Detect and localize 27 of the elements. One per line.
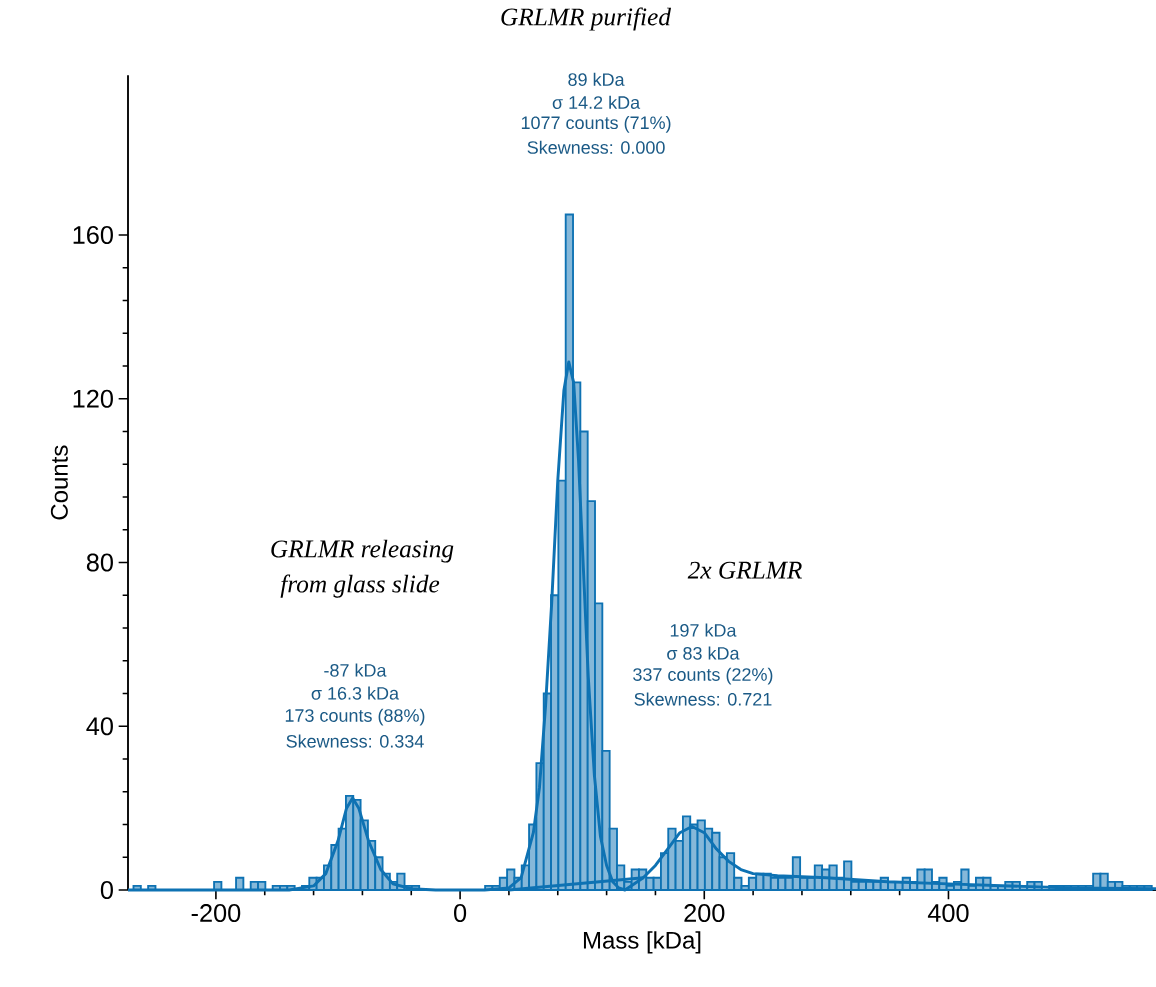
annotation: -87 kDa [324, 663, 387, 677]
y-tick-label: 80 [86, 553, 113, 572]
annotation: 197 kDa [670, 623, 737, 637]
annotation: 337 counts (22%) [633, 667, 773, 685]
y-tick-label: 40 [86, 717, 113, 736]
y-tick-label: 160 [73, 226, 113, 245]
annotation: 1077 counts (71%) [521, 116, 671, 133]
y-tick-label: 0 [100, 881, 113, 900]
x-axis-title: Mass [kDa] [583, 931, 701, 954]
chart-title: GRLMR purified [501, 7, 672, 31]
x-tick-label: 0 [454, 904, 467, 923]
annotation: from glass slide [280, 574, 440, 598]
annotation: 173 counts (88%) [285, 708, 425, 726]
annotation: σ 83 kDa [667, 646, 740, 660]
y-tick-label: 120 [73, 389, 113, 408]
x-tick-label: 200 [684, 904, 725, 923]
annotation: GRLMR releasing [271, 539, 454, 563]
annotation: Skewness: 0.721 [634, 692, 772, 706]
x-tick-label: 400 [927, 904, 969, 923]
annotation: 2x GRLMR [687, 561, 802, 579]
x-tick-label: -200 [191, 904, 241, 923]
y-axis-title: Counts [50, 445, 68, 520]
annotation: σ 14.2 kDa [552, 95, 641, 110]
annotation: 89 kDa [568, 72, 625, 87]
annotation: σ 16.3 kDa [311, 686, 400, 700]
annotation: Skewness: 0.334 [286, 734, 424, 748]
annotation: Skewness: 0.000 [527, 140, 665, 155]
